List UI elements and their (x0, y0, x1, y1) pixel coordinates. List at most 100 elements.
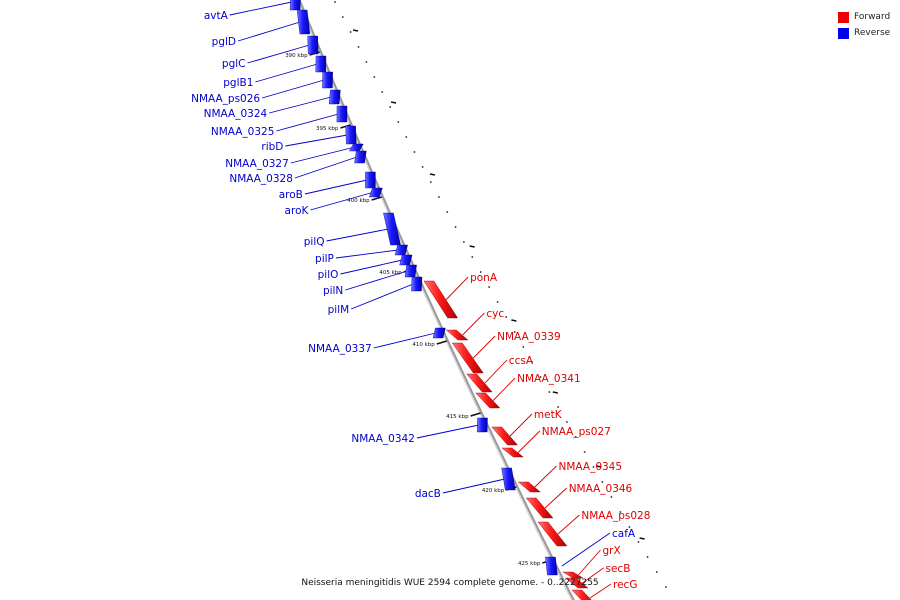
gene-nmaa-0324 (328, 89, 341, 105)
reverse-swatch (838, 27, 849, 39)
leader-nmaa-ps026 (261, 79, 325, 99)
minor-tick-dot (574, 436, 577, 438)
gene-metk (491, 426, 518, 446)
minor-tick-dot (438, 196, 440, 198)
gene-label-avta: avtA (204, 10, 229, 22)
major-tick-dash (429, 173, 436, 176)
gene-features (289, 0, 592, 600)
minor-tick-dot (488, 286, 490, 288)
legend-item-forward: Forward (838, 9, 900, 25)
leader-cafa (561, 532, 611, 567)
legend: Forward Reverse (838, 9, 900, 41)
gene-label-nmaa-0328: NMAA_0328 (229, 173, 293, 185)
minor-tick-dot (446, 211, 449, 213)
minor-tick-dot (421, 166, 424, 168)
gene-label-pgld: pglD (212, 36, 236, 48)
gene-ccsa (466, 373, 493, 393)
gene-label-nmaa-0325: NMAA_0325 (211, 126, 275, 138)
gene-label-arob: aroB (279, 189, 303, 201)
gene-label-nmaa-0339: NMAA_0339 (497, 331, 561, 343)
gene-label-secb: secB (606, 563, 631, 575)
minor-tick-dot (583, 451, 586, 453)
forward-swatch (838, 11, 849, 23)
gene-label-nmaa-ps027: NMAA_ps027 (542, 426, 611, 438)
label-leaders (229, 1, 612, 599)
gene-labels: avtA pglD pglC pglB1 NMAA_ps026 NMAA_0324 NMAA… (191, 10, 650, 591)
leader-nmaa-0324 (269, 96, 332, 114)
scale-tick-label: 390 kbp (285, 53, 308, 59)
gene-label-pona: ponA (470, 272, 498, 284)
minor-tick-dot (381, 91, 384, 93)
gene-nmaa-0341 (475, 392, 501, 409)
scale-tick-label: 395 kbp (316, 126, 339, 132)
minor-tick-dot (637, 541, 640, 543)
minor-tick-dot (548, 391, 551, 393)
gene-label-pilq: pilQ (304, 236, 325, 248)
gene-label-pglb1: pglB1 (223, 77, 253, 89)
gene-ribd (345, 125, 357, 145)
major-tick-dash (469, 245, 475, 248)
gene-nmaa-ps028 (537, 521, 568, 547)
leader-cyc (462, 312, 485, 336)
minor-tick-dot (405, 136, 408, 138)
minor-ticks (334, 1, 667, 588)
leader-avta (229, 1, 292, 16)
leader-arok (310, 192, 373, 211)
major-tick-dash (390, 101, 397, 104)
leader-nmaa-0327 (290, 147, 353, 164)
gene-nmaa-0328 (354, 150, 367, 164)
minor-tick-dot (655, 571, 658, 573)
leader-nmaa-ps028 (557, 514, 580, 535)
gene-secb (565, 577, 589, 589)
minor-tick-dot (646, 556, 649, 558)
gene-nmaa-0342 (476, 417, 488, 433)
minor-tick-dot (373, 76, 376, 78)
gene-label-pglc: pglC (222, 58, 246, 70)
gene-pglb1 (315, 55, 327, 73)
gene-label-nmaa-0337: NMAA_0337 (308, 343, 372, 355)
gene-dacb (501, 467, 516, 491)
minor-tick-dot (619, 511, 622, 513)
leader-pilq (326, 228, 389, 242)
scale-tick-label: 425 kbp (518, 561, 541, 567)
leader-nmaa-0341 (492, 377, 516, 401)
gene-label-nmaa-0342: NMAA_0342 (351, 433, 415, 445)
gene-arok (369, 187, 383, 198)
gene-grx (562, 571, 584, 579)
minor-tick-dot (522, 346, 525, 348)
scale-tick-label: 400 kbp (347, 198, 370, 204)
leader-ccsa (484, 359, 508, 384)
leader-nmaa-0342 (416, 424, 479, 439)
minor-tick-dot (592, 466, 595, 468)
gene-nmaa-0337 (432, 327, 446, 339)
leader-nmaa-0346 (544, 487, 568, 509)
gene-label-ribd: ribD (261, 141, 283, 153)
minor-tick-dot (479, 271, 482, 273)
gene-pilm (411, 276, 423, 292)
minor-tick-dot (505, 316, 508, 318)
gene-nmaa-0346 (525, 497, 554, 519)
gene-pgld (296, 9, 311, 35)
legend-label-reverse: Reverse (854, 28, 891, 38)
gene-label-nmaa-ps026: NMAA_ps026 (191, 93, 260, 105)
leader-recg (589, 583, 612, 599)
gene-piln (404, 264, 417, 278)
gene-label-piln: pilN (323, 285, 343, 297)
minor-tick-dot (539, 376, 542, 378)
leader-nmaa-0328 (294, 156, 358, 179)
gene-label-cyc: cyc (486, 308, 504, 320)
leader-piln (345, 270, 408, 291)
gene-label-nmaa-0341: NMAA_0341 (517, 373, 581, 385)
minor-tick-dot (334, 1, 336, 3)
leader-nmaa-0337 (373, 332, 436, 349)
gene-label-cafa: cafA (612, 528, 636, 540)
major-tick-dash (552, 391, 558, 394)
legend-label-forward: Forward (854, 12, 891, 22)
leader-pilm (351, 283, 414, 310)
minor-tick-dot (357, 46, 360, 48)
minor-tick-dot (454, 226, 457, 228)
scale-tick-label: 420 kbp (482, 488, 505, 494)
major-tick-dash (639, 537, 645, 540)
major-tick-dash (596, 465, 602, 468)
